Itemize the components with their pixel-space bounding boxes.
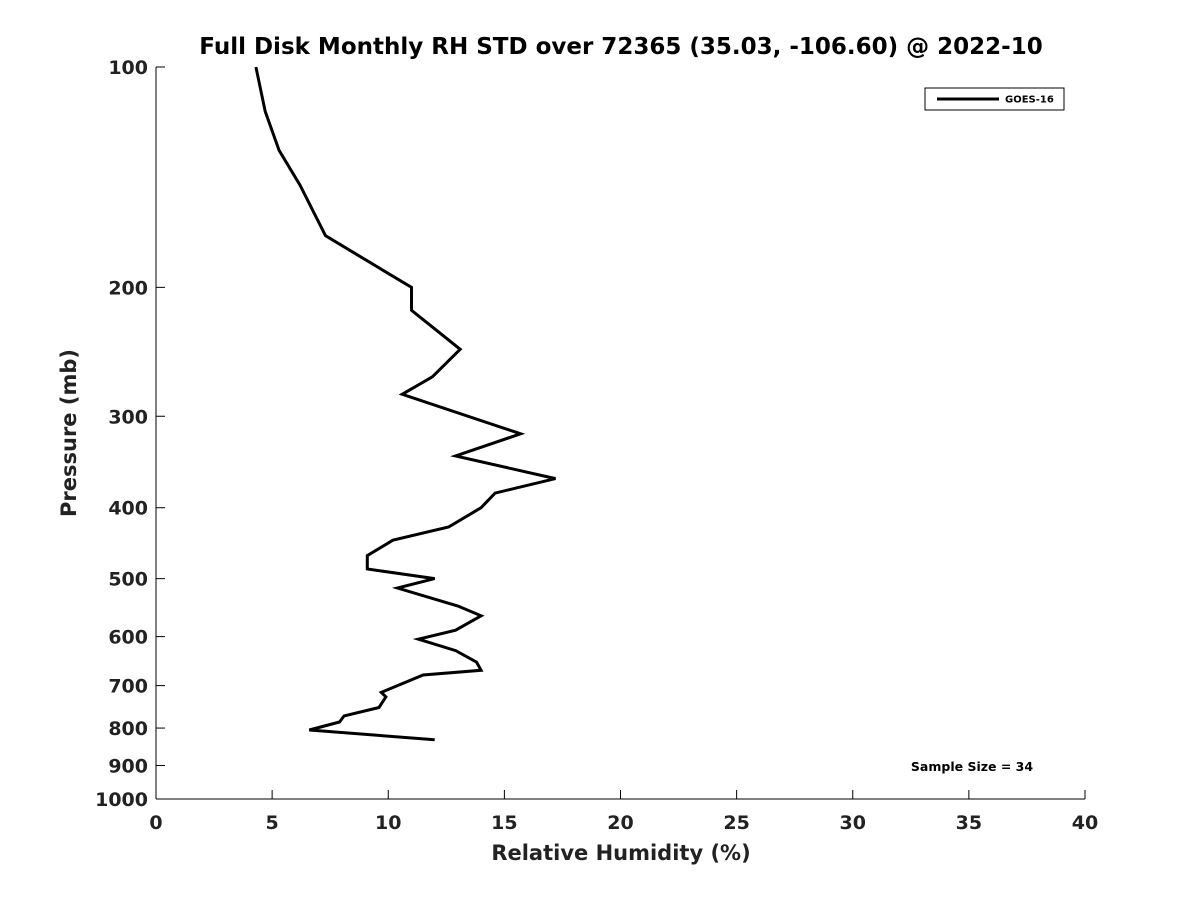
y-tick-label: 200: [108, 277, 148, 299]
x-tick-label: 0: [149, 812, 162, 834]
series-line-goes-16: [254, 66, 556, 742]
x-tick-label: 40: [1072, 812, 1098, 834]
x-tick-label: 25: [723, 812, 749, 834]
x-tick-label: 35: [956, 812, 982, 834]
x-tick-label: 20: [607, 812, 633, 834]
y-tick-label: 700: [108, 676, 148, 698]
y-tick-label: 600: [108, 627, 148, 649]
y-tick-label: 1000: [95, 789, 148, 811]
legend-label-goes-16: GOES-16: [1005, 95, 1054, 106]
series-layer: [254, 66, 556, 742]
sample-size-annotation: Sample Size = 34: [911, 759, 1033, 774]
x-axis-ticks: 0 5 10 15 20 25 30 35 40: [149, 790, 1098, 834]
y-axis-label: Pressure (mb): [57, 349, 81, 517]
y-tick-label: 800: [108, 718, 148, 740]
chart-title: Full Disk Monthly RH STD over 72365 (35.…: [199, 34, 1043, 60]
y-tick-label: 400: [108, 498, 148, 520]
x-axis-label: Relative Humidity (%): [491, 841, 750, 865]
x-tick-label: 10: [375, 812, 401, 834]
y-tick-label: 500: [108, 569, 148, 591]
x-tick-label: 5: [266, 812, 279, 834]
y-axis-ticks: 100 200 300 400 500 600 700 800 900 1000: [95, 57, 165, 811]
x-tick-label: 30: [840, 812, 866, 834]
legend: GOES-16: [924, 87, 1065, 111]
x-tick-label: 15: [491, 812, 517, 834]
y-tick-label: 300: [108, 406, 148, 428]
y-tick-label: 900: [108, 756, 148, 778]
y-tick-label: 100: [108, 57, 148, 79]
